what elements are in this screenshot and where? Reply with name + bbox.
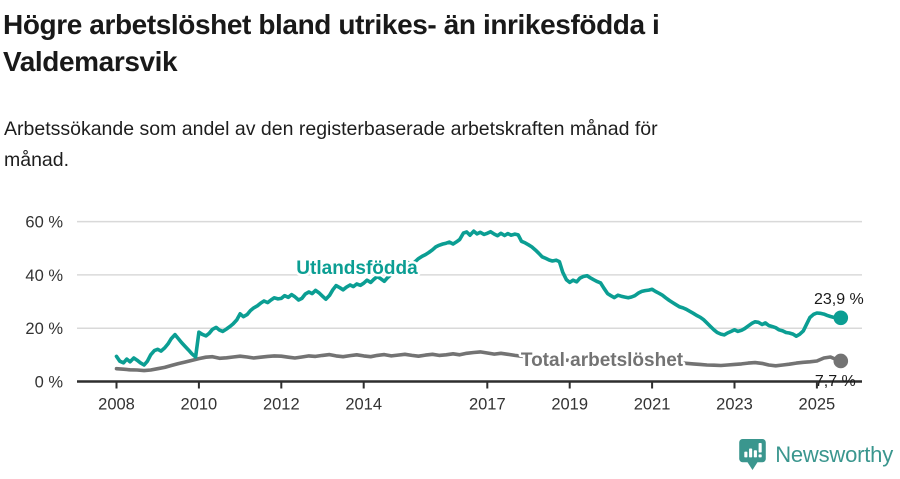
series-line — [114, 229, 843, 367]
unemployment-line-chart: 2008 2010 2012 2014 2017 2019 2021 2023 2025 0 % 2… — [0, 196, 900, 474]
x-tick-label: 2014 — [345, 396, 382, 414]
x-tick-label: 2017 — [469, 396, 506, 414]
x-tick-label: 2012 — [263, 396, 300, 414]
series-label: Utlandsfödda — [296, 258, 418, 279]
series-label: Total arbetslöshet — [521, 350, 684, 371]
y-tick-label: 0 % — [35, 374, 64, 392]
y-tick-label: 60 % — [25, 214, 63, 232]
x-tick-label: 2023 — [716, 396, 753, 414]
page-title: Högre arbetslöshet bland utrikes- än inr… — [3, 9, 660, 77]
x-tick-label: 2025 — [799, 396, 836, 414]
x-tick-label: 2008 — [98, 396, 135, 414]
x-tick-label: 2010 — [181, 396, 218, 414]
y-tick-label: 40 % — [25, 267, 63, 285]
series-end-dot — [833, 310, 849, 326]
newsworthy-logo: Newsworthy — [739, 439, 893, 470]
series-end-dot — [833, 353, 849, 369]
y-tick-label: 20 % — [25, 320, 63, 338]
series-value-label: 7,7 % — [815, 373, 856, 390]
newsworthy-bubble-barchart-icon — [739, 439, 766, 470]
newsworthy-wordmark: Newsworthy — [775, 441, 893, 467]
x-tick-label: 2021 — [634, 396, 671, 414]
page-subtitle: Arbetssökande som andel av den registerb… — [4, 118, 658, 171]
chart-canvas: 2008 2010 2012 2014 2017 2019 2021 2023 2025 0 % 2… — [25, 214, 864, 414]
series-value-label: 23,9 % — [814, 291, 864, 308]
x-tick-label: 2019 — [551, 396, 588, 414]
series-line — [114, 350, 843, 373]
